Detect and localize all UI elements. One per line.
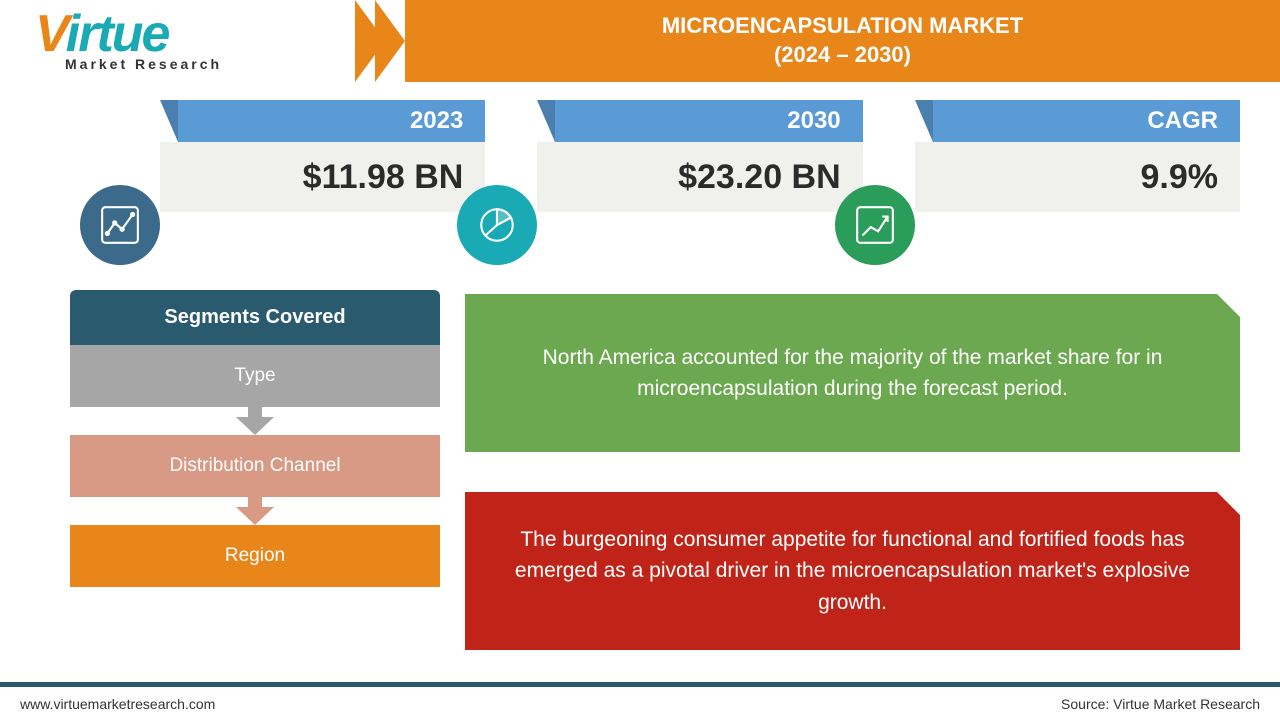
bottom-section: Segments Covered Type Distribution Chann… bbox=[70, 290, 1240, 650]
stat-label: 2023 bbox=[178, 100, 485, 142]
stat-value: 9.9% bbox=[915, 142, 1240, 212]
chevron-decor-2 bbox=[375, 0, 405, 82]
stat-box-2030: 2030 $23.20 BN bbox=[507, 100, 862, 240]
stat-value: $11.98 BN bbox=[160, 142, 485, 212]
logo-letter-v: V bbox=[35, 5, 66, 63]
header-title-line2: (2024 – 2030) bbox=[774, 42, 911, 67]
pie-chart-icon bbox=[457, 185, 537, 265]
insight-box-driver: The burgeoning consumer appetite for fun… bbox=[465, 492, 1240, 650]
segment-item-distribution: Distribution Channel bbox=[70, 435, 440, 497]
segments-panel: Segments Covered Type Distribution Chann… bbox=[70, 290, 440, 650]
insight-box-region: North America accounted for the majority… bbox=[465, 294, 1240, 452]
insight-text: The burgeoning consumer appetite for fun… bbox=[505, 524, 1200, 619]
footer: www.virtuemarketresearch.com Source: Vir… bbox=[0, 682, 1280, 720]
stat-box-cagr: CAGR 9.9% bbox=[885, 100, 1240, 240]
stats-row: 2023 $11.98 BN 2030 $23.20 BN CAGR 9.9% bbox=[130, 100, 1240, 240]
line-chart-icon bbox=[80, 185, 160, 265]
header-title-bar: MICROENCAPSULATION MARKET (2024 – 2030) bbox=[405, 0, 1280, 82]
footer-url: www.virtuemarketresearch.com bbox=[20, 696, 215, 712]
footer-source: Source: Virtue Market Research bbox=[1061, 696, 1260, 712]
segment-arrow-icon bbox=[70, 497, 440, 525]
logo-subtitle: Market Research bbox=[65, 56, 320, 72]
stat-value: $23.20 BN bbox=[537, 142, 862, 212]
header-title-line1: MICROENCAPSULATION MARKET bbox=[662, 13, 1023, 38]
header: Virtue Market Research MICROENCAPSULATIO… bbox=[0, 0, 1280, 82]
insight-text: North America accounted for the majority… bbox=[505, 342, 1200, 405]
logo-brand-rest: irtue bbox=[66, 5, 169, 63]
stat-label: CAGR bbox=[933, 100, 1240, 142]
segments-header: Segments Covered bbox=[70, 290, 440, 345]
segment-item-region: Region bbox=[70, 525, 440, 587]
stat-box-2023: 2023 $11.98 BN bbox=[130, 100, 485, 240]
segment-arrow-icon bbox=[70, 407, 440, 435]
growth-chart-icon bbox=[835, 185, 915, 265]
insights-panel: North America accounted for the majority… bbox=[465, 290, 1240, 650]
stat-label: 2030 bbox=[555, 100, 862, 142]
logo: Virtue Market Research bbox=[35, 4, 320, 79]
segment-item-type: Type bbox=[70, 345, 440, 407]
